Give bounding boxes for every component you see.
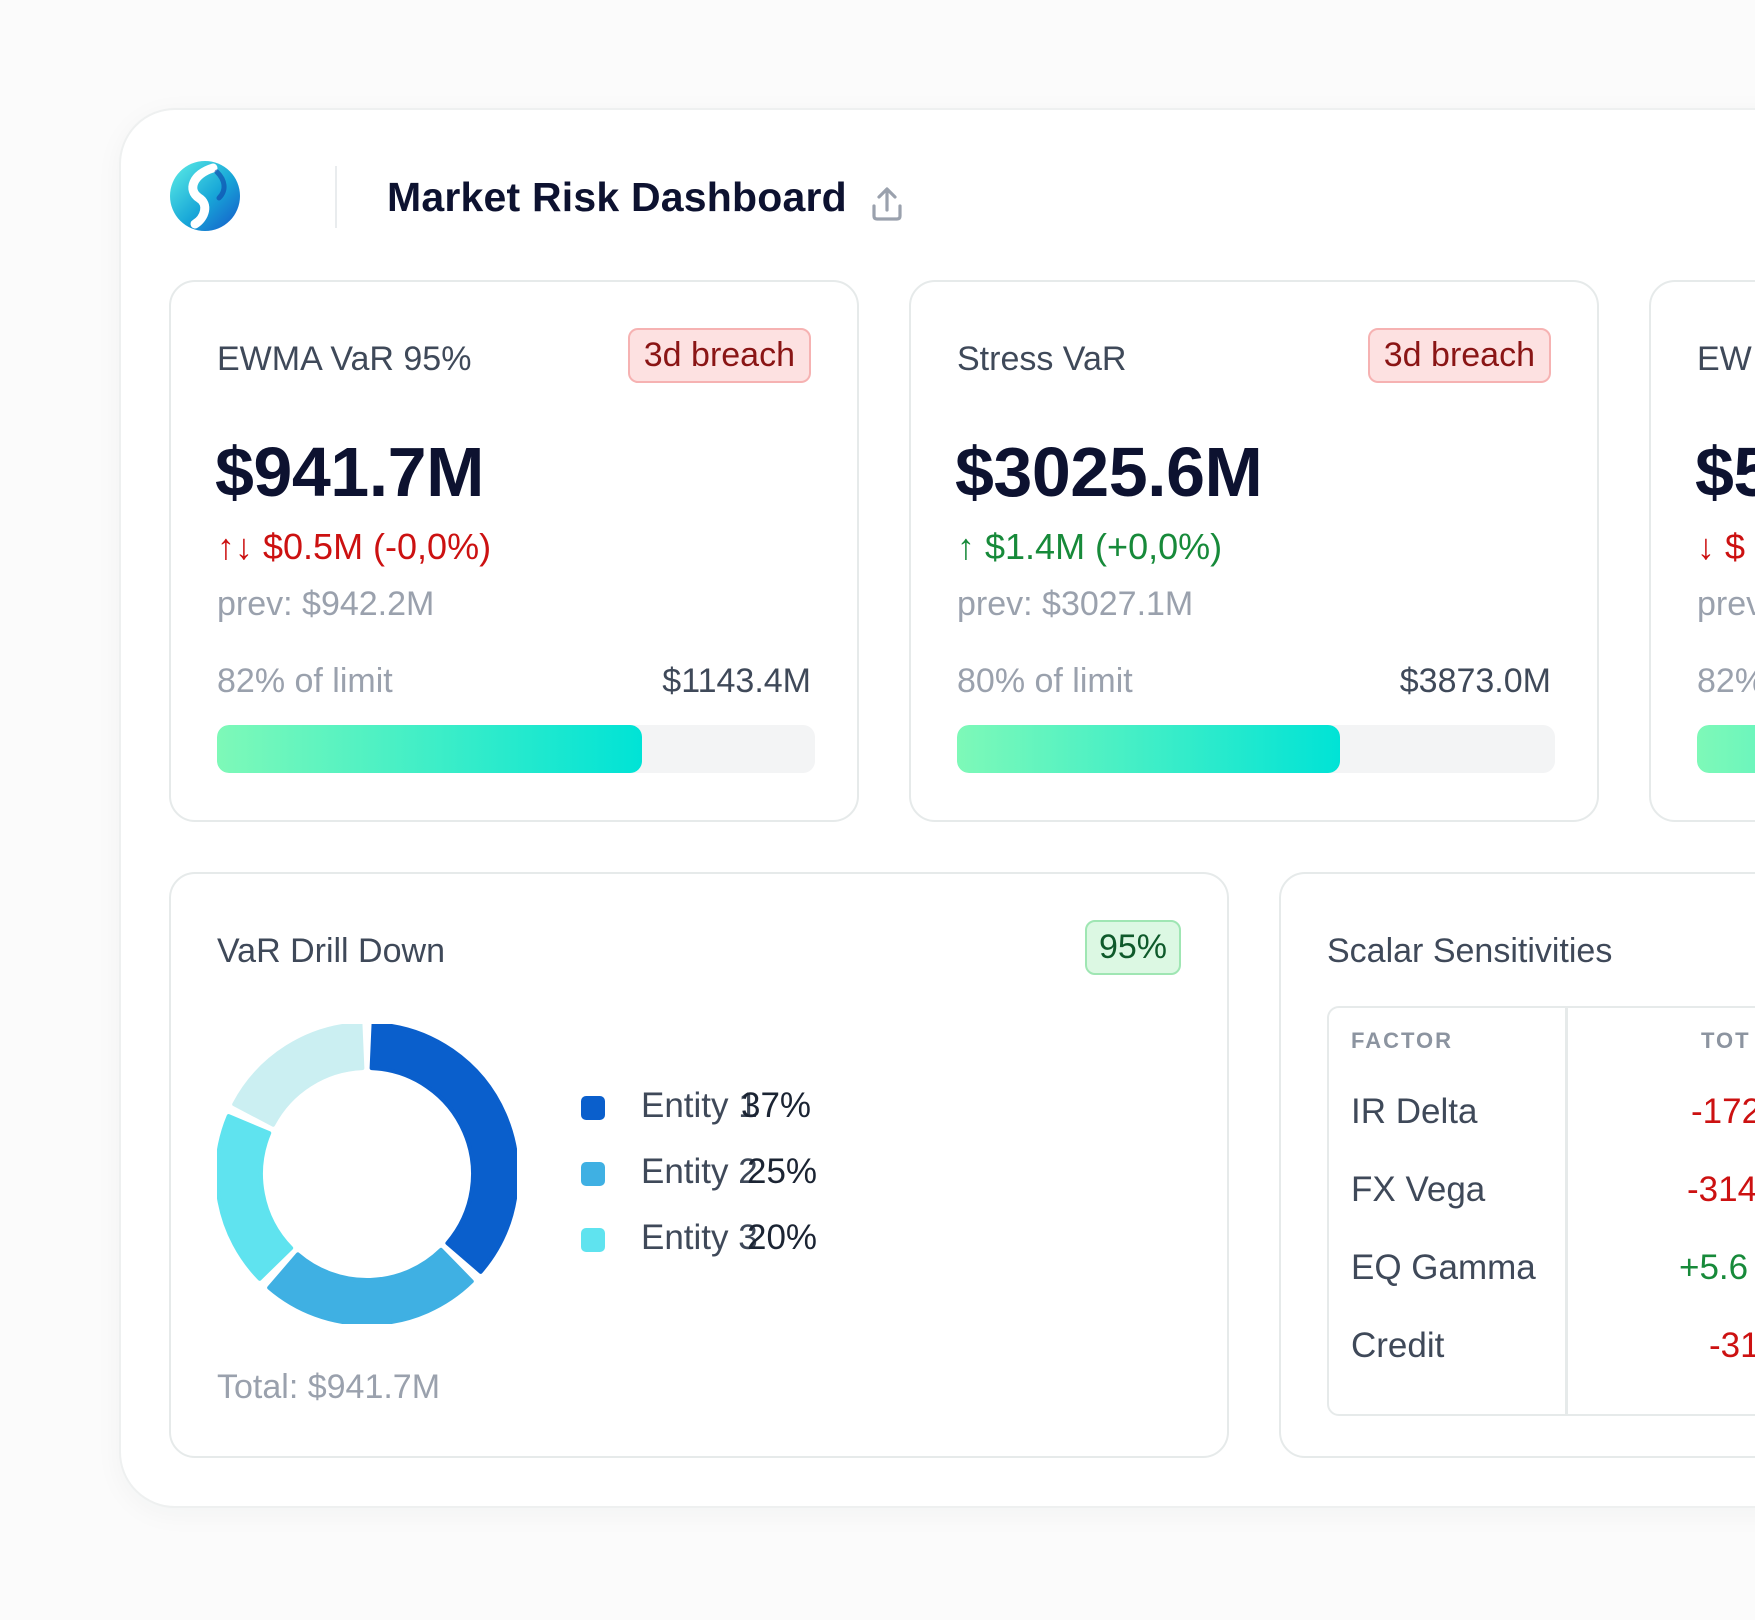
header-divider xyxy=(335,166,337,228)
kpi-label: EWMA VaR 95% xyxy=(217,340,472,378)
legend-swatch xyxy=(581,1096,605,1120)
column-divider xyxy=(1565,1008,1568,1414)
legend-value: 25% xyxy=(747,1152,818,1191)
donut-slice-other[interactable] xyxy=(232,1024,365,1127)
kpi-change: ↑ $1.4M (+0,0%) xyxy=(957,526,1223,567)
legend-name: Entity 2 xyxy=(641,1152,758,1191)
factor-name: FX Vega xyxy=(1351,1170,1486,1209)
donut-legend: Entity 1 37% Entity 2 25% Entity 3 20% xyxy=(581,1086,901,1284)
confidence-badge[interactable]: 95% xyxy=(1084,920,1181,975)
kpi-value: $3025.6M xyxy=(955,433,1263,511)
limit-progress-bar xyxy=(957,725,1555,773)
legend-name: Entity 1 xyxy=(641,1086,758,1125)
factor-total: -31 xyxy=(1709,1326,1755,1365)
table-row[interactable]: Credit -31 xyxy=(1329,1326,1755,1386)
kpi-prev: prev xyxy=(1697,585,1755,623)
legend-swatch xyxy=(581,1162,605,1186)
table-row[interactable]: FX Vega -314 xyxy=(1329,1170,1755,1230)
drilldown-title: VaR Drill Down xyxy=(217,932,445,970)
factor-total: -314 xyxy=(1687,1170,1755,1209)
breach-badge: 3d breach xyxy=(1367,328,1551,383)
limit-progress-fill xyxy=(957,725,1340,773)
kpi-label: Stress VaR xyxy=(957,340,1127,378)
kpi-limit: $3873.0M xyxy=(1399,662,1551,700)
legend-value: 20% xyxy=(747,1218,818,1257)
kpi-card-stress-var[interactable]: Stress VaR 3d breach $3025.6M ↑ $1.4M (+… xyxy=(909,280,1599,822)
column-header-total[interactable]: TOT xyxy=(1701,1028,1751,1053)
table-row[interactable]: IR Delta -172 xyxy=(1329,1092,1755,1152)
kpi-change: ↓ $ xyxy=(1697,526,1746,567)
factor-name: EQ Gamma xyxy=(1351,1248,1536,1287)
legend-value: 37% xyxy=(741,1086,812,1125)
var-donut-chart xyxy=(217,1024,517,1324)
kpi-prev: prev: $3027.1M xyxy=(957,585,1194,623)
factor-name: Credit xyxy=(1351,1326,1445,1365)
page-title: Market Risk Dashboard xyxy=(387,174,847,220)
donut-slice-entity-2[interactable] xyxy=(267,1247,474,1324)
sensitivities-table: FACTOR TOT IR Delta -172 FX Vega -314 EQ… xyxy=(1327,1006,1755,1416)
kpi-label: EW xyxy=(1697,340,1752,378)
kpi-value: $5 xyxy=(1695,433,1755,511)
table-row[interactable]: EQ Gamma +5.6 xyxy=(1329,1248,1755,1308)
limit-progress-bar xyxy=(217,725,815,773)
sensitivities-title: Scalar Sensitivities xyxy=(1327,932,1613,970)
app-logo-icon xyxy=(170,161,240,231)
legend-swatch xyxy=(581,1228,605,1252)
legend-item-entity-2[interactable]: Entity 2 25% xyxy=(581,1152,901,1218)
legend-item-entity-1[interactable]: Entity 1 37% xyxy=(581,1086,901,1152)
kpi-pct-of-limit: 80% of limit xyxy=(957,662,1133,700)
kpi-value: $941.7M xyxy=(215,433,484,511)
limit-progress-fill xyxy=(217,725,642,773)
legend-name: Entity 3 xyxy=(641,1218,758,1257)
limit-progress-fill xyxy=(1697,725,1755,773)
column-header-factor[interactable]: FACTOR xyxy=(1351,1028,1454,1053)
kpi-pct-of-limit: 82% of limit xyxy=(217,662,393,700)
share-icon[interactable] xyxy=(869,184,905,224)
drilldown-total: Total: $941.7M xyxy=(217,1368,441,1406)
dashboard-window: Market Risk Dashboard EWMA VaR 95% 3d br… xyxy=(119,108,1755,1508)
scalar-sensitivities-card: Scalar Sensitivities FACTOR TOT IR Delta… xyxy=(1279,872,1755,1458)
kpi-card-ewma-var[interactable]: EWMA VaR 95% 3d breach $941.7M ↑↓ $0.5M … xyxy=(169,280,859,822)
donut-slice-entity-1[interactable] xyxy=(369,1024,517,1274)
legend-item-entity-3[interactable]: Entity 3 20% xyxy=(581,1218,901,1284)
limit-progress-bar xyxy=(1697,725,1755,773)
factor-total: +5.6 xyxy=(1679,1248,1749,1287)
breach-badge: 3d breach xyxy=(627,328,811,383)
kpi-prev: prev: $942.2M xyxy=(217,585,435,623)
kpi-pct-of-limit: 82% xyxy=(1697,662,1755,700)
var-drilldown-card: VaR Drill Down 95% Entity 1 37% Entity 2… xyxy=(169,872,1229,1458)
header: Market Risk Dashboard xyxy=(169,158,1169,238)
kpi-limit: $1143.4M xyxy=(662,662,811,700)
kpi-change: ↑↓ $0.5M (-0,0%) xyxy=(217,526,492,567)
factor-total: -172 xyxy=(1691,1092,1755,1131)
factor-name: IR Delta xyxy=(1351,1092,1478,1131)
donut-slice-entity-3[interactable] xyxy=(217,1114,294,1281)
kpi-card-ewma-partial[interactable]: EW $5 ↓ $ prev 82% xyxy=(1649,280,1755,822)
